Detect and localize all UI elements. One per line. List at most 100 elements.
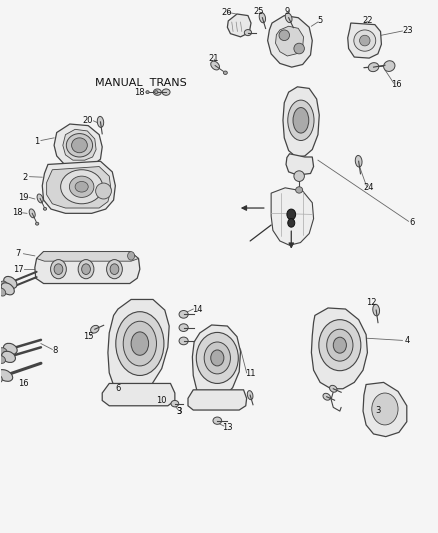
Ellipse shape (131, 332, 148, 356)
Ellipse shape (171, 400, 178, 407)
Text: 26: 26 (221, 8, 232, 17)
Ellipse shape (71, 138, 87, 153)
Polygon shape (275, 26, 303, 56)
Ellipse shape (69, 176, 94, 197)
Ellipse shape (106, 260, 122, 279)
Ellipse shape (0, 348, 7, 356)
Ellipse shape (279, 30, 289, 41)
Text: 12: 12 (366, 298, 376, 307)
Ellipse shape (75, 181, 88, 192)
Ellipse shape (90, 325, 99, 333)
Ellipse shape (353, 30, 375, 51)
Ellipse shape (50, 260, 66, 279)
Ellipse shape (383, 61, 394, 71)
Ellipse shape (247, 391, 252, 400)
Ellipse shape (0, 375, 2, 383)
Ellipse shape (116, 312, 163, 375)
Polygon shape (54, 124, 102, 167)
Ellipse shape (97, 116, 103, 127)
Ellipse shape (287, 100, 313, 141)
Polygon shape (362, 382, 406, 437)
Ellipse shape (293, 43, 304, 54)
Ellipse shape (29, 209, 35, 218)
Ellipse shape (293, 171, 304, 181)
Text: 5: 5 (317, 17, 322, 26)
Text: 25: 25 (253, 7, 264, 16)
Text: 3: 3 (176, 407, 181, 416)
Text: 11: 11 (244, 369, 255, 378)
Text: 20: 20 (82, 116, 92, 125)
Text: 9: 9 (284, 7, 289, 16)
Text: 4: 4 (403, 336, 409, 345)
Ellipse shape (43, 207, 46, 210)
Ellipse shape (162, 89, 170, 95)
Text: 2: 2 (22, 173, 27, 182)
Ellipse shape (145, 91, 149, 94)
Text: 10: 10 (156, 396, 166, 405)
Ellipse shape (123, 321, 156, 366)
Polygon shape (227, 14, 251, 37)
Ellipse shape (212, 417, 221, 424)
Ellipse shape (244, 29, 251, 36)
Ellipse shape (2, 351, 15, 362)
Text: 23: 23 (402, 26, 412, 35)
Ellipse shape (318, 320, 360, 370)
Ellipse shape (95, 183, 111, 199)
Text: 24: 24 (362, 183, 373, 192)
Ellipse shape (286, 209, 295, 220)
Ellipse shape (153, 89, 161, 95)
Ellipse shape (332, 337, 346, 353)
Ellipse shape (292, 108, 308, 133)
Ellipse shape (4, 343, 17, 354)
Ellipse shape (179, 324, 188, 332)
Polygon shape (46, 166, 111, 208)
Ellipse shape (179, 311, 188, 318)
Ellipse shape (0, 369, 13, 381)
Polygon shape (102, 383, 174, 406)
Text: 21: 21 (208, 54, 219, 62)
Text: 18: 18 (12, 208, 23, 217)
Ellipse shape (37, 194, 43, 203)
Text: 8: 8 (53, 346, 58, 355)
Ellipse shape (0, 356, 5, 364)
Ellipse shape (179, 337, 188, 345)
Text: 6: 6 (115, 384, 120, 393)
Ellipse shape (1, 283, 14, 295)
Text: 19: 19 (18, 193, 28, 202)
Polygon shape (108, 300, 169, 395)
Text: 13: 13 (222, 423, 232, 432)
Text: 1: 1 (34, 137, 39, 146)
Ellipse shape (154, 91, 158, 94)
Text: 22: 22 (361, 17, 372, 26)
Ellipse shape (372, 304, 379, 316)
Text: 17: 17 (13, 265, 24, 273)
Text: 6: 6 (408, 219, 414, 228)
Ellipse shape (60, 169, 102, 204)
Ellipse shape (204, 342, 230, 374)
Ellipse shape (287, 219, 294, 227)
Polygon shape (271, 188, 313, 245)
Polygon shape (63, 130, 96, 160)
Ellipse shape (127, 252, 134, 260)
Ellipse shape (354, 156, 361, 167)
Polygon shape (267, 15, 311, 67)
Ellipse shape (110, 264, 119, 274)
Text: 14: 14 (192, 304, 202, 313)
Text: 16: 16 (391, 80, 401, 89)
Polygon shape (311, 308, 367, 389)
Ellipse shape (295, 187, 302, 193)
Ellipse shape (4, 277, 17, 288)
Ellipse shape (258, 13, 265, 23)
Text: 3: 3 (374, 406, 380, 415)
Ellipse shape (78, 260, 94, 279)
Text: MANUAL  TRANS: MANUAL TRANS (95, 78, 186, 88)
Polygon shape (192, 325, 240, 400)
Ellipse shape (223, 71, 227, 75)
Ellipse shape (35, 222, 39, 225)
Polygon shape (187, 390, 246, 410)
Ellipse shape (329, 385, 336, 392)
Text: 15: 15 (83, 332, 93, 341)
Ellipse shape (210, 350, 223, 366)
Ellipse shape (81, 264, 90, 274)
Ellipse shape (326, 329, 352, 361)
